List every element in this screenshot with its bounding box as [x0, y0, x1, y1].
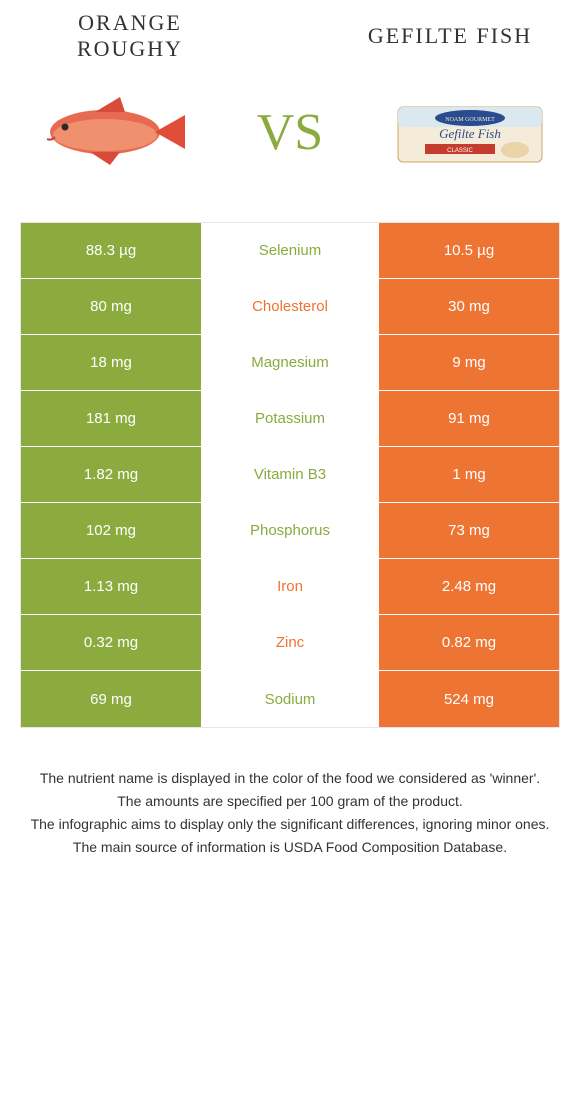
value-right: 10.5 µg [379, 223, 559, 278]
vs-label: VS [257, 103, 323, 162]
value-right: 30 mg [379, 279, 559, 334]
value-right: 524 mg [379, 671, 559, 727]
value-left: 80 mg [21, 279, 201, 334]
footnote-line: The main source of information is USDA F… [20, 837, 560, 858]
value-right: 73 mg [379, 503, 559, 558]
value-left: 18 mg [21, 335, 201, 390]
value-left: 1.13 mg [21, 559, 201, 614]
value-left: 0.32 mg [21, 615, 201, 670]
nutrient-label: Potassium [201, 391, 379, 446]
vs-row: VS NOAM GOURMET Gefilte Fish CLASSIC [0, 62, 580, 222]
table-row: 1.13 mgIron2.48 mg [21, 559, 559, 615]
nutrient-label: Phosphorus [201, 503, 379, 558]
table-row: 18 mgMagnesium9 mg [21, 335, 559, 391]
table-row: 80 mgCholesterol30 mg [21, 279, 559, 335]
table-row: 181 mgPotassium91 mg [21, 391, 559, 447]
table-row: 1.82 mgVitamin B31 mg [21, 447, 559, 503]
table-row: 0.32 mgZinc0.82 mg [21, 615, 559, 671]
value-right: 91 mg [379, 391, 559, 446]
value-right: 9 mg [379, 335, 559, 390]
footnote-line: The infographic aims to display only the… [20, 814, 560, 835]
svg-text:CLASSIC: CLASSIC [447, 148, 473, 154]
value-left: 88.3 µg [21, 223, 201, 278]
title-right: Gefilte fish [350, 23, 550, 49]
title-left: Orange roughy [30, 10, 230, 62]
svg-text:Gefilte Fish: Gefilte Fish [439, 126, 501, 141]
food-image-right: NOAM GOURMET Gefilte Fish CLASSIC [380, 72, 560, 192]
package-icon: NOAM GOURMET Gefilte Fish CLASSIC [390, 92, 550, 172]
nutrient-label: Magnesium [201, 335, 379, 390]
footnote-line: The nutrient name is displayed in the co… [20, 768, 560, 789]
nutrient-label: Sodium [201, 671, 379, 727]
nutrient-label: Selenium [201, 223, 379, 278]
nutrient-label: Cholesterol [201, 279, 379, 334]
fish-icon [25, 87, 195, 177]
food-image-left [20, 72, 200, 192]
table-row: 88.3 µgSelenium10.5 µg [21, 223, 559, 279]
value-right: 2.48 mg [379, 559, 559, 614]
value-left: 1.82 mg [21, 447, 201, 502]
value-left: 102 mg [21, 503, 201, 558]
header: Orange roughy Gefilte fish [0, 0, 580, 62]
value-right: 0.82 mg [379, 615, 559, 670]
nutrient-label: Zinc [201, 615, 379, 670]
table-row: 102 mgPhosphorus73 mg [21, 503, 559, 559]
value-right: 1 mg [379, 447, 559, 502]
value-left: 181 mg [21, 391, 201, 446]
table-row: 69 mgSodium524 mg [21, 671, 559, 727]
svg-text:NOAM GOURMET: NOAM GOURMET [445, 117, 495, 123]
value-left: 69 mg [21, 671, 201, 727]
footnotes: The nutrient name is displayed in the co… [0, 728, 580, 880]
nutrient-label: Iron [201, 559, 379, 614]
nutrient-label: Vitamin B3 [201, 447, 379, 502]
nutrient-table: 88.3 µgSelenium10.5 µg80 mgCholesterol30… [20, 222, 560, 728]
footnote-line: The amounts are specified per 100 gram o… [20, 791, 560, 812]
